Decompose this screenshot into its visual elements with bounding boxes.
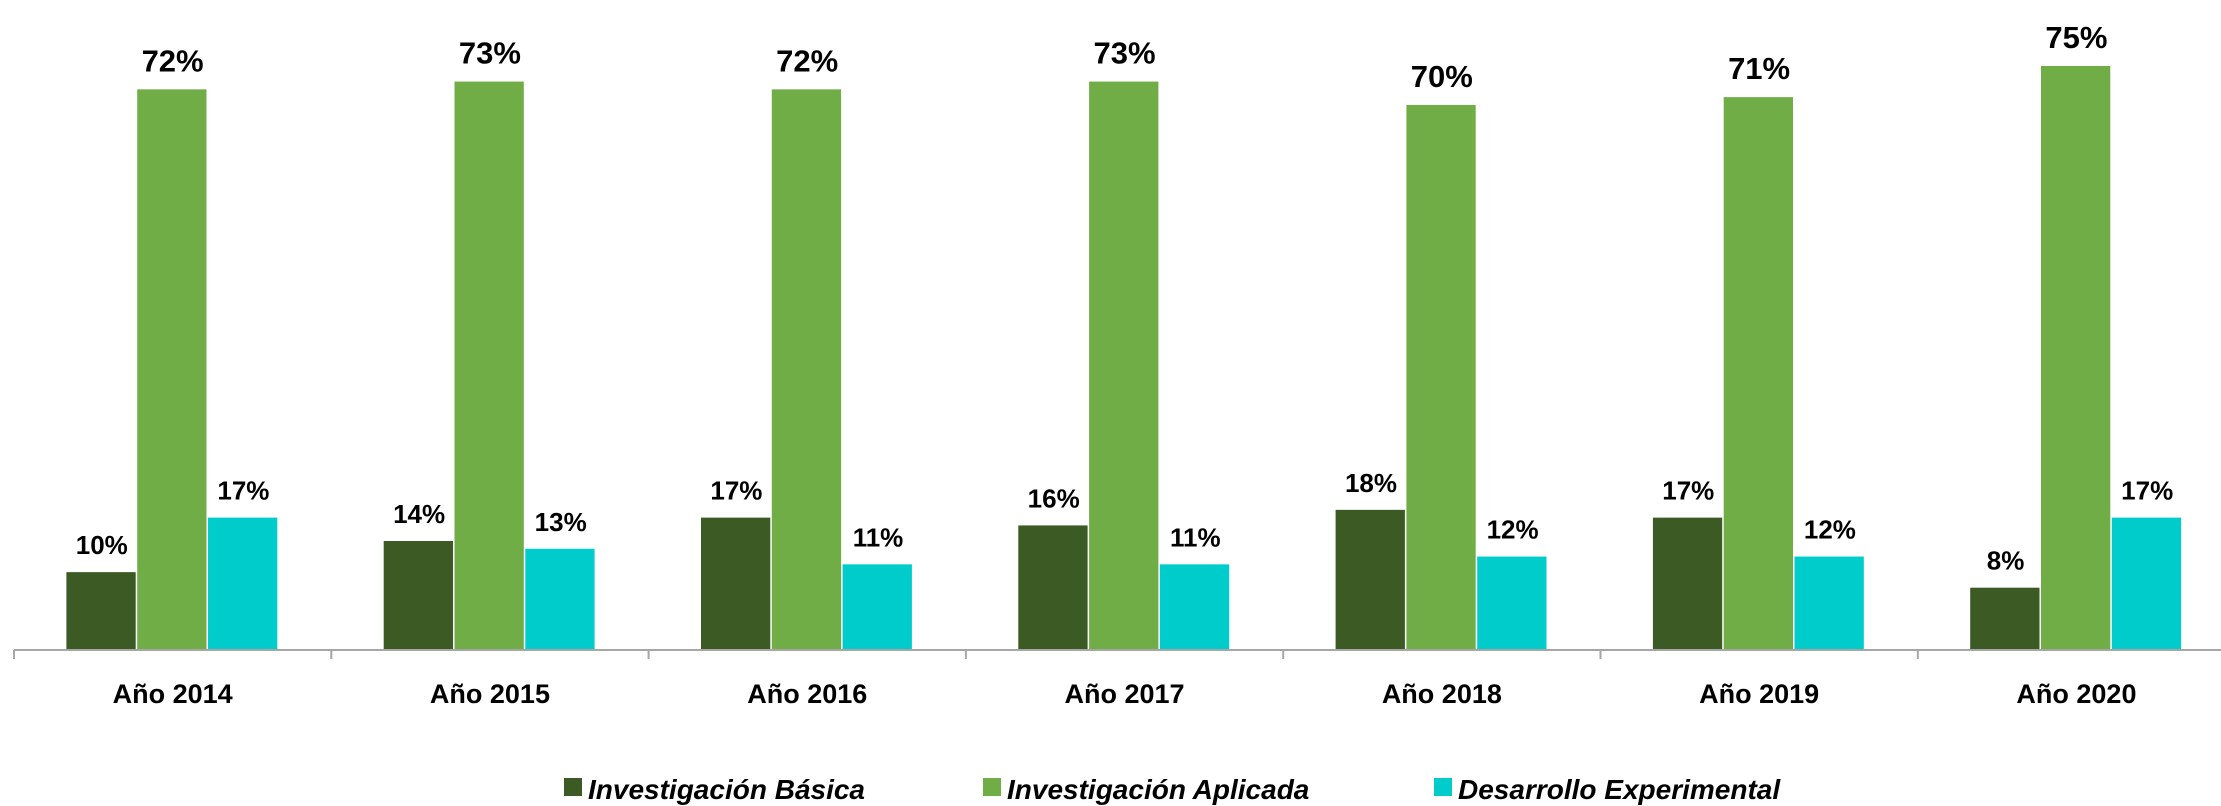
data-label: 11%	[853, 522, 904, 552]
bar	[771, 89, 842, 651]
data-label: 72%	[776, 43, 838, 78]
x-tick-label: Año 2015	[430, 679, 550, 709]
bar	[2041, 66, 2111, 650]
legend-swatch	[564, 778, 582, 796]
data-label: 17%	[1662, 476, 1714, 506]
legend-label: Investigación Aplicada	[1007, 774, 1309, 805]
x-tick-label: Año 2018	[1382, 679, 1502, 709]
bar	[701, 517, 771, 650]
data-label: 72%	[142, 43, 204, 78]
bar	[454, 81, 524, 650]
data-label: 11%	[1170, 522, 1221, 552]
bar	[2111, 517, 2182, 650]
data-label: 18%	[1345, 468, 1397, 498]
data-label: 8%	[1987, 546, 2025, 576]
bar	[1652, 517, 1723, 650]
x-tick-label: Año 2014	[113, 679, 233, 709]
data-label: 71%	[1728, 51, 1790, 86]
data-label: 73%	[1093, 36, 1155, 71]
bar	[525, 548, 595, 650]
legend-swatch	[983, 778, 1001, 796]
bar	[1406, 104, 1476, 650]
data-label: 16%	[1028, 483, 1080, 513]
data-label: 12%	[1804, 515, 1856, 545]
bar	[1794, 556, 1864, 650]
data-label: 10%	[76, 530, 128, 560]
bar	[1089, 81, 1159, 650]
x-tick-label: Año 2017	[1065, 679, 1185, 709]
bar	[137, 89, 207, 651]
legend-label: Desarrollo Experimental	[1458, 774, 1781, 805]
bar	[1335, 509, 1405, 650]
bar	[1723, 97, 1793, 650]
bar	[66, 572, 136, 650]
data-label: 13%	[535, 507, 587, 537]
data-label: 17%	[217, 476, 269, 506]
data-label: 73%	[459, 36, 521, 71]
data-label: 12%	[1487, 515, 1539, 545]
data-label: 75%	[2045, 20, 2107, 55]
bar	[208, 517, 278, 650]
bar	[1970, 587, 2040, 650]
data-label: 70%	[1411, 59, 1473, 94]
data-label: 17%	[2121, 476, 2173, 506]
legend-label: Investigación Básica	[588, 774, 865, 805]
x-tick-label: Año 2016	[747, 679, 867, 709]
legend-swatch	[1434, 778, 1452, 796]
x-tick-label: Año 2019	[1699, 679, 1819, 709]
bar	[1159, 564, 1230, 650]
bar	[1018, 525, 1088, 650]
bar	[383, 540, 453, 650]
bar	[842, 564, 912, 650]
bar	[1477, 556, 1547, 650]
data-label: 17%	[710, 476, 762, 506]
x-tick-label: Año 2020	[2016, 679, 2136, 709]
data-label: 14%	[393, 499, 445, 529]
